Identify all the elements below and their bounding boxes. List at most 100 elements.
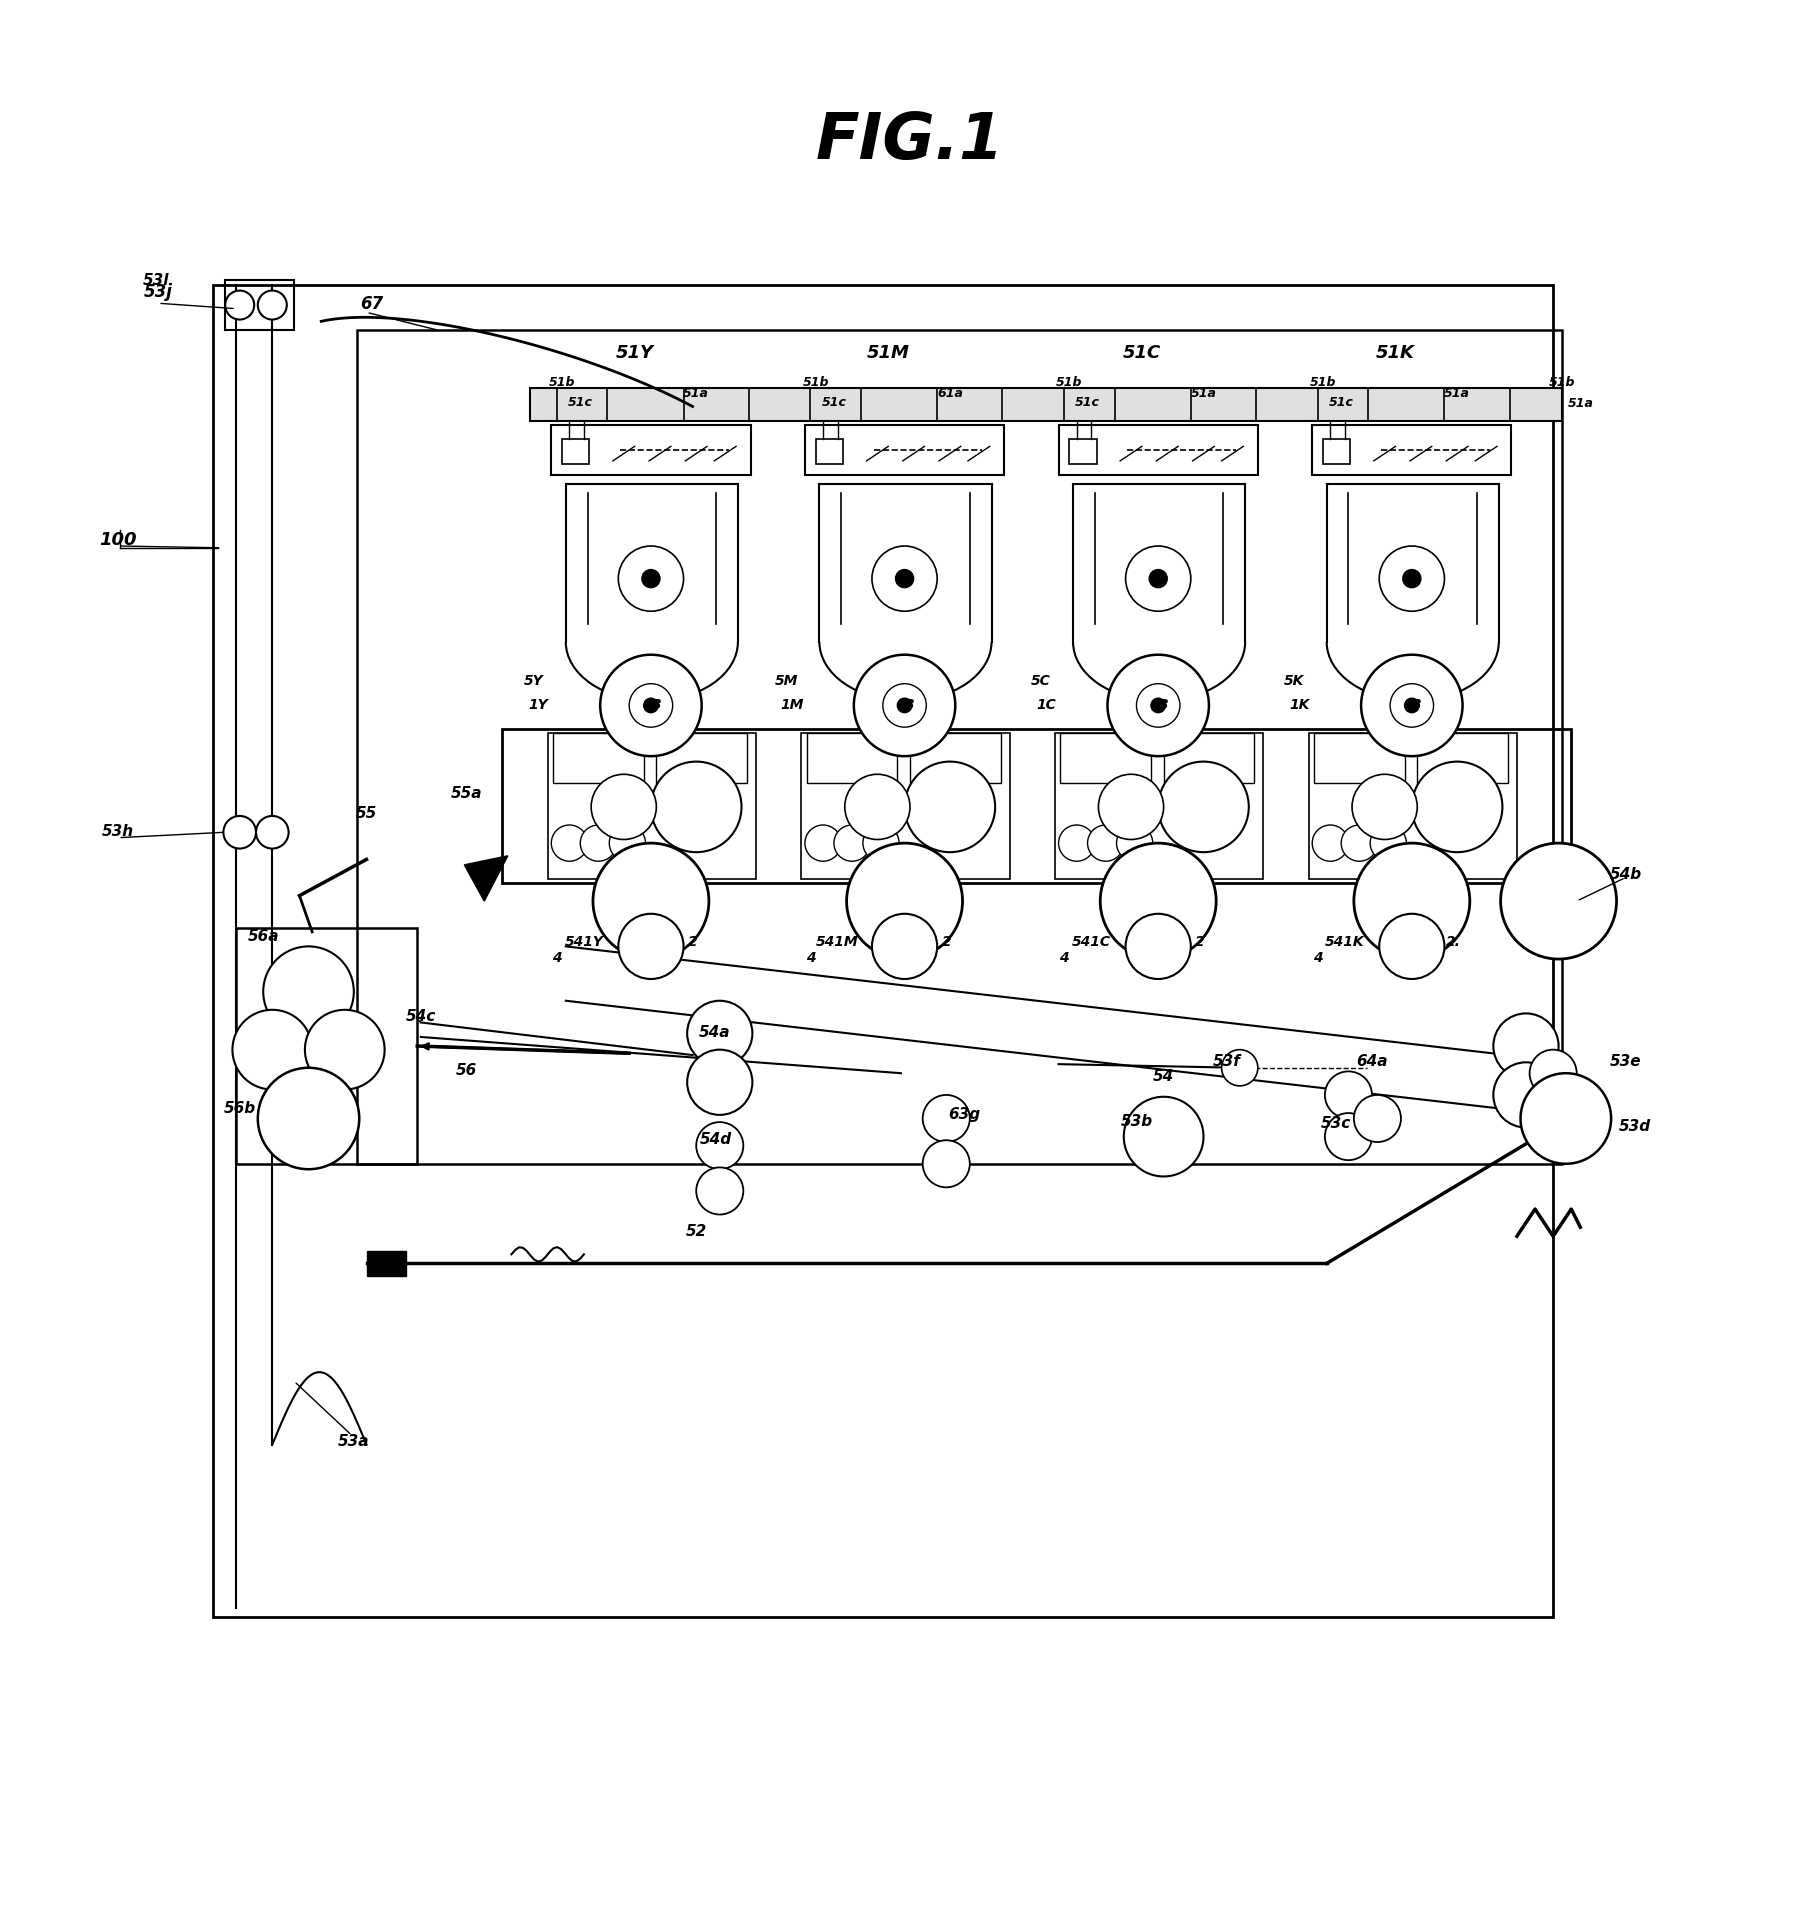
Bar (684, 390, 748, 423)
Text: 54: 54 (1154, 1067, 1174, 1083)
Circle shape (619, 546, 684, 612)
Circle shape (226, 291, 255, 320)
Bar (1065, 390, 1114, 423)
Text: 53b: 53b (1121, 1114, 1152, 1129)
Bar (1163, 733, 1254, 784)
Circle shape (258, 1067, 359, 1170)
Text: 4: 4 (1312, 951, 1323, 965)
Circle shape (1520, 1073, 1611, 1164)
Text: 4: 4 (806, 951, 815, 965)
Text: 51c: 51c (1329, 396, 1354, 409)
Text: 5M: 5M (775, 674, 799, 687)
Text: 1K: 1K (1289, 697, 1310, 712)
Circle shape (1361, 656, 1463, 757)
Text: 54c: 54c (406, 1007, 437, 1023)
Text: 51b: 51b (1310, 376, 1336, 388)
Circle shape (1412, 762, 1503, 853)
Text: 51b: 51b (1056, 376, 1083, 388)
Circle shape (258, 291, 288, 320)
Bar (553, 733, 644, 784)
Text: 51M: 51M (866, 344, 910, 363)
Text: 2: 2 (941, 934, 952, 948)
Text: 51Y: 51Y (615, 344, 653, 363)
Text: 2: 2 (1196, 934, 1205, 948)
Bar (357, 332, 1562, 1164)
Bar (657, 733, 746, 784)
Bar (1056, 733, 1263, 880)
Bar (1070, 440, 1097, 465)
Text: 61a: 61a (937, 386, 963, 400)
Text: 4: 4 (551, 951, 562, 965)
Text: 4: 4 (1059, 951, 1068, 965)
Circle shape (895, 569, 914, 589)
Circle shape (1116, 826, 1152, 863)
Bar (810, 390, 861, 423)
Text: 56: 56 (455, 1063, 477, 1077)
Bar (226, 280, 295, 332)
Text: 541K: 541K (1325, 934, 1365, 948)
Bar (557, 390, 608, 423)
Circle shape (257, 816, 289, 849)
Circle shape (804, 826, 841, 863)
Circle shape (697, 1168, 743, 1214)
Text: 56b: 56b (224, 1100, 257, 1116)
Circle shape (592, 774, 657, 840)
Text: 54a: 54a (699, 1025, 730, 1040)
Circle shape (1125, 915, 1190, 980)
Text: 53j: 53j (144, 282, 173, 301)
Circle shape (872, 546, 937, 612)
Text: 51C: 51C (1123, 344, 1161, 363)
Text: 5K: 5K (1283, 674, 1305, 687)
Circle shape (1221, 1050, 1258, 1087)
Text: 1Y: 1Y (530, 697, 548, 712)
Circle shape (593, 843, 710, 959)
Polygon shape (464, 857, 508, 901)
Circle shape (1325, 1071, 1372, 1119)
Text: 3: 3 (652, 697, 661, 712)
Bar (562, 440, 590, 465)
Bar (804, 425, 1005, 477)
Bar (1312, 425, 1511, 477)
Circle shape (264, 948, 353, 1038)
Circle shape (1494, 1013, 1558, 1079)
Text: 51K: 51K (1376, 344, 1414, 363)
Text: 56a: 56a (248, 928, 278, 944)
Bar (1190, 390, 1256, 423)
Text: 541M: 541M (815, 934, 859, 948)
Bar (213, 286, 1552, 1617)
Circle shape (652, 762, 741, 853)
Text: FIG.1: FIG.1 (815, 110, 1005, 172)
Text: 55: 55 (357, 805, 377, 820)
Text: 3: 3 (1159, 697, 1168, 712)
Circle shape (601, 656, 703, 757)
Text: 541C: 541C (1072, 934, 1110, 948)
Bar (291, 965, 322, 986)
Text: 51a: 51a (1567, 398, 1592, 411)
Circle shape (1125, 546, 1190, 612)
Circle shape (551, 826, 588, 863)
Text: 51c: 51c (821, 396, 846, 409)
Bar (1059, 425, 1258, 477)
Circle shape (1354, 1096, 1401, 1143)
Circle shape (1136, 685, 1179, 728)
Circle shape (1148, 569, 1167, 589)
Circle shape (610, 826, 646, 863)
Bar (937, 390, 1003, 423)
Bar (1061, 733, 1150, 784)
Text: 54d: 54d (701, 1131, 732, 1146)
Circle shape (863, 826, 899, 863)
Circle shape (581, 826, 617, 863)
Circle shape (619, 915, 684, 980)
Circle shape (905, 762, 996, 853)
Circle shape (897, 699, 912, 714)
Circle shape (697, 1123, 743, 1170)
Circle shape (883, 685, 926, 728)
Circle shape (644, 699, 659, 714)
Bar (237, 928, 417, 1164)
Bar (1309, 733, 1516, 880)
Text: 53l: 53l (144, 272, 169, 288)
Text: 100: 100 (100, 531, 136, 548)
Circle shape (846, 843, 963, 959)
Circle shape (844, 774, 910, 840)
Circle shape (1341, 826, 1378, 863)
